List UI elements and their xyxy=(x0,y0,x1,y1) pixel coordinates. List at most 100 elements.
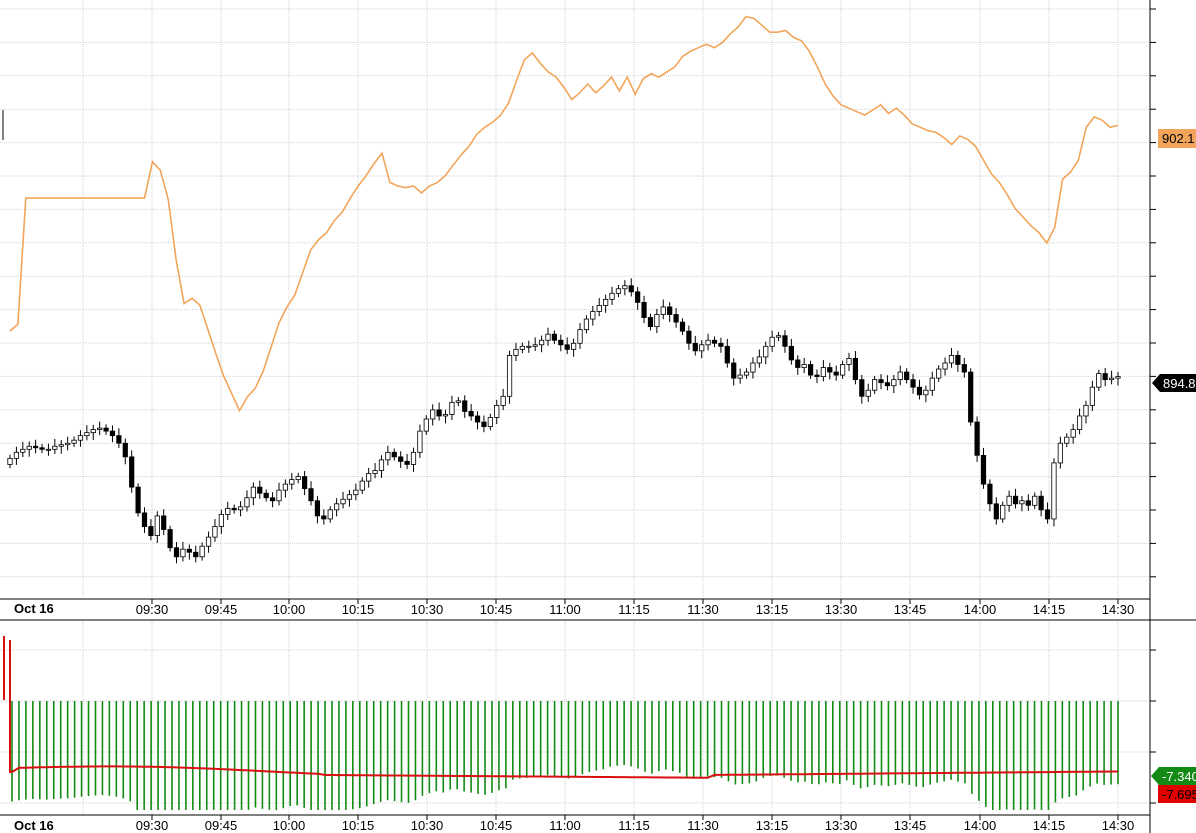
candle-body xyxy=(647,317,654,328)
candle-body xyxy=(551,333,557,341)
candle-body xyxy=(58,444,64,447)
candle-body xyxy=(1044,509,1051,520)
x-tick-label: 14:00 xyxy=(964,818,997,833)
candle-body xyxy=(378,459,385,471)
candle-body xyxy=(769,336,775,347)
candle-body xyxy=(1019,500,1025,505)
x-tick-label: 10:45 xyxy=(480,818,513,833)
candle-body xyxy=(558,339,564,346)
candle-body xyxy=(1057,442,1063,464)
candle-body xyxy=(711,339,718,344)
candle-body xyxy=(366,473,372,482)
candle-body xyxy=(302,476,308,490)
candle-body xyxy=(929,377,935,391)
overlay-value-tag xyxy=(1158,129,1196,148)
candle-body xyxy=(442,414,449,417)
candle-body xyxy=(731,362,737,379)
overlay-value-text: 902.1 xyxy=(1162,131,1195,146)
candle-body xyxy=(1051,462,1057,520)
candle-body xyxy=(692,342,698,352)
candle-body xyxy=(282,483,288,491)
candle-body xyxy=(1089,386,1095,406)
candle-body xyxy=(667,306,673,315)
candle-body xyxy=(1000,504,1006,520)
candle-body xyxy=(410,451,417,465)
candle-body xyxy=(257,486,263,494)
candle-body xyxy=(276,489,282,502)
candle-body xyxy=(161,515,167,530)
candle-body xyxy=(872,379,878,391)
candle-body xyxy=(980,454,987,485)
candle-body xyxy=(628,285,634,293)
bottom-date-label: Oct 16 xyxy=(14,818,54,833)
candle-body xyxy=(1038,495,1044,511)
x-tick-label: 10:00 xyxy=(273,602,306,617)
candle-body xyxy=(135,486,141,514)
candle-body xyxy=(833,371,839,376)
candle-body xyxy=(878,379,884,384)
x-tick-label: 10:15 xyxy=(342,602,375,617)
date-label: Oct 16 xyxy=(14,601,54,616)
candle-body xyxy=(948,354,955,364)
candle-body xyxy=(346,494,353,500)
candle-body xyxy=(641,301,647,318)
x-tick-label: 10:45 xyxy=(480,602,513,617)
candle-body xyxy=(654,314,660,328)
candle-body xyxy=(1115,376,1121,379)
candle-body xyxy=(635,291,641,303)
overlay-line-series xyxy=(9,15,1119,413)
candle-body xyxy=(756,356,762,364)
candle-body xyxy=(526,345,532,348)
candle-body xyxy=(955,354,961,365)
candle-body xyxy=(1083,404,1089,417)
top-x-axis-labels: Oct 16 09:30 09:45 10:00 10:15 10:30 10:45 11:… xyxy=(14,599,1134,617)
candle-body xyxy=(289,479,295,485)
candle-body xyxy=(167,529,173,549)
candle-body xyxy=(615,288,622,294)
candlestick-series xyxy=(7,278,1121,564)
candle-body xyxy=(225,507,231,515)
candle-body xyxy=(218,514,224,527)
candle-body xyxy=(84,432,90,437)
candle-body xyxy=(13,451,20,459)
candle-body xyxy=(33,445,39,449)
candle-body xyxy=(1070,429,1076,438)
x-tick-label: 09:30 xyxy=(136,818,169,833)
candle-body xyxy=(673,314,679,323)
candle-body xyxy=(1108,377,1115,381)
candle-body xyxy=(801,364,807,368)
candle-body xyxy=(795,359,801,368)
candle-body xyxy=(923,389,929,396)
x-tick-label: 14:15 xyxy=(1033,818,1066,833)
candle-body xyxy=(26,445,32,450)
candle-body xyxy=(372,470,378,474)
candle-body xyxy=(577,329,583,344)
candle-body xyxy=(391,451,397,458)
histogram-series xyxy=(3,636,1119,810)
candle-body xyxy=(852,358,859,381)
candle-body xyxy=(129,456,135,488)
candle-body xyxy=(942,362,948,370)
candle-body xyxy=(116,435,122,444)
x-tick-label: 10:15 xyxy=(342,818,375,833)
x-tick-label: 11:15 xyxy=(618,818,650,833)
candle-body xyxy=(180,548,186,558)
candle-body xyxy=(193,551,199,558)
x-tick-label: 14:30 xyxy=(1102,602,1135,617)
candle-body xyxy=(750,362,756,373)
bottom-x-axis-labels: Oct 16 09:30 09:45 10:00 10:15 10:30 10:45 11:0… xyxy=(14,815,1134,833)
candle-body xyxy=(916,386,923,396)
candle-body xyxy=(961,364,967,373)
candle-body xyxy=(308,488,314,502)
candle-body xyxy=(1006,495,1012,506)
candle-body xyxy=(1064,436,1070,444)
x-tick-label: 11:00 xyxy=(549,602,581,617)
candle-body xyxy=(699,344,705,352)
candle-body xyxy=(775,335,782,338)
candle-body xyxy=(1096,373,1102,388)
signal-value-text: -7.695 xyxy=(1162,787,1196,802)
candle-body xyxy=(590,311,596,320)
candle-body xyxy=(820,367,826,377)
x-tick-label: 14:30 xyxy=(1102,818,1135,833)
